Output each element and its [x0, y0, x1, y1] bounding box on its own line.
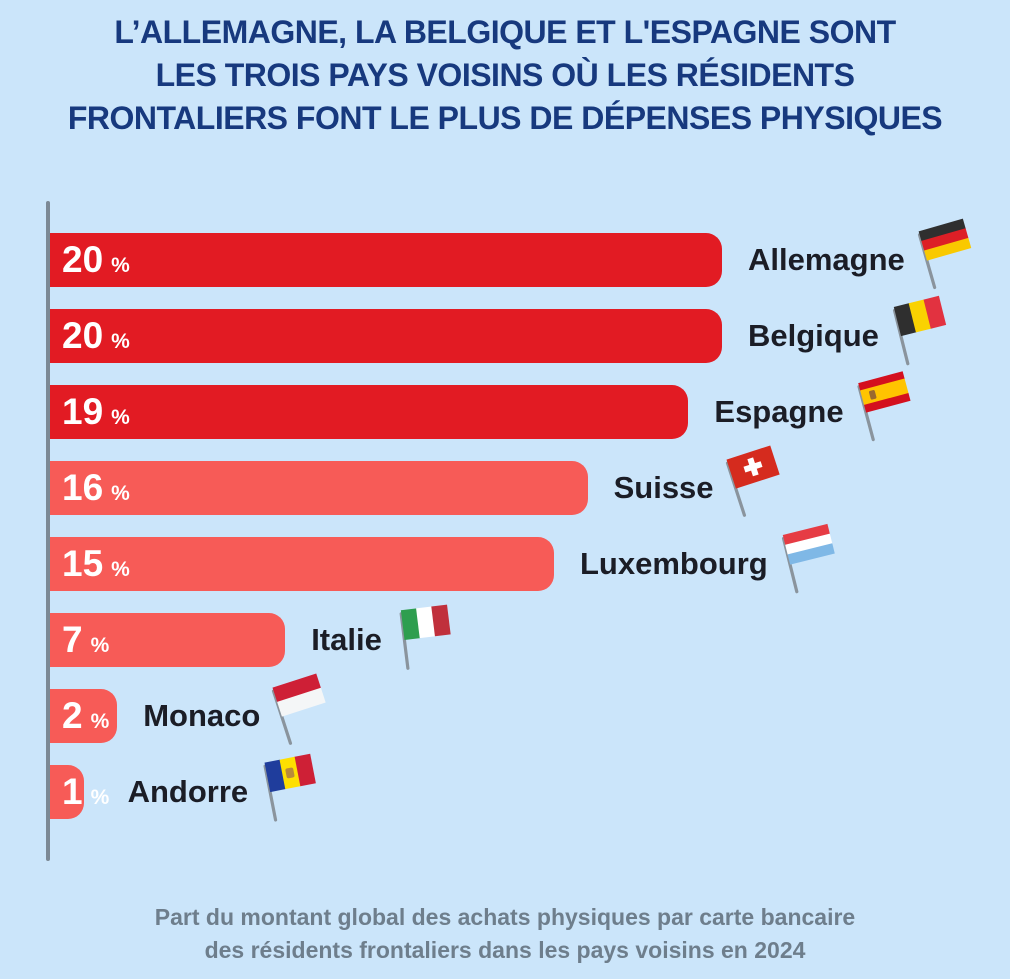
bar-value-number: 20: [62, 239, 104, 280]
country-label-allemagne: Allemagne: [748, 242, 905, 277]
spain-flag-icon: [857, 371, 911, 442]
percent-sign: %: [111, 558, 130, 581]
country-label-andorre: Andorre: [127, 774, 249, 809]
bar-value-espagne: 19%: [62, 391, 130, 433]
bar-row-monaco: 2% Monaco: [50, 673, 335, 745]
bar-value-number: 20: [62, 315, 104, 356]
chart-caption: Part du montant global des achats physiq…: [0, 901, 1010, 967]
country-label-espagne: Espagne: [714, 394, 844, 429]
country-label-italie: Italie: [311, 622, 382, 657]
percent-sign: %: [90, 710, 110, 733]
bar-row-andorre: 1% Andorre: [50, 753, 323, 822]
bar-row-allemagne: 20% Allemagne: [50, 218, 980, 290]
percent-sign: %: [111, 406, 130, 429]
andorra-flag-icon: [263, 753, 317, 822]
bar-row-suisse: 16% Suisse: [50, 445, 789, 517]
bar-suisse: 16%: [50, 461, 588, 515]
percent-sign: %: [111, 254, 130, 277]
percent-sign: %: [90, 634, 110, 657]
bar-value-number: 15: [62, 543, 104, 584]
bar-andorre: 1%: [50, 765, 109, 819]
caption-line-1: Part du montant global des achats physiq…: [154, 904, 856, 930]
percent-sign: %: [111, 330, 130, 353]
country-label-monaco: Monaco: [143, 698, 261, 733]
italy-flag-icon: [399, 604, 451, 670]
bar-row-espagne: 19% Espagne: [50, 371, 919, 442]
bar-italie: 7%: [50, 613, 286, 667]
title-line-1: L’ALLEMAGNE, LA BELGIQUE ET L'ESPAGNE SO…: [114, 14, 896, 50]
bar-value-belgique: 20%: [62, 315, 130, 357]
switzerland-flag-icon: [725, 445, 780, 517]
country-label-belgique: Belgique: [748, 318, 879, 353]
bar-value-allemagne: 20%: [62, 239, 130, 281]
bar-row-luxembourg: 15% Luxembourg: [50, 523, 843, 594]
percent-sign: %: [111, 482, 130, 505]
caption-line-2: des résidents frontaliers dans les pays …: [204, 937, 806, 963]
bar-value-luxembourg: 15%: [62, 543, 130, 585]
monaco-flag-icon: [272, 673, 326, 745]
bar-value-number: 16: [62, 467, 104, 508]
bar-value-number: 2: [62, 695, 83, 736]
bar-row-italie: 7% Italie: [50, 604, 457, 670]
page-title: L’ALLEMAGNE, LA BELGIQUE ET L'ESPAGNE SO…: [0, 11, 1010, 140]
title-line-3: FRONTALIERS FONT LE PLUS DE DÉPENSES PHY…: [67, 100, 943, 136]
bar-espagne: 19%: [50, 385, 689, 439]
bar-value-number: 7: [62, 619, 83, 660]
y-axis-line: [46, 201, 50, 861]
bar-value-suisse: 16%: [62, 467, 130, 509]
bar-value-number: 1: [62, 771, 83, 812]
germany-flag-icon: [917, 218, 972, 290]
title-line-2: LES TROIS PAYS VOISINS OÙ LES RÉSIDENTS: [155, 57, 855, 93]
bar-value-number: 19: [62, 391, 104, 432]
bar-luxembourg: 15%: [50, 537, 554, 591]
bar-belgique: 20%: [50, 309, 722, 363]
luxembourg-flag-icon: [781, 523, 835, 594]
bar-value-andorre: 1%: [62, 771, 109, 813]
percent-sign: %: [90, 786, 110, 809]
country-label-luxembourg: Luxembourg: [580, 546, 768, 581]
bar-monaco: 2%: [50, 689, 118, 743]
bar-value-monaco: 2%: [62, 695, 109, 737]
bar-allemagne: 20%: [50, 233, 722, 287]
country-label-suisse: Suisse: [613, 470, 714, 505]
bar-row-belgique: 20% Belgique: [50, 295, 954, 366]
belgium-flag-icon: [892, 295, 947, 366]
bar-value-italie: 7%: [62, 619, 109, 661]
